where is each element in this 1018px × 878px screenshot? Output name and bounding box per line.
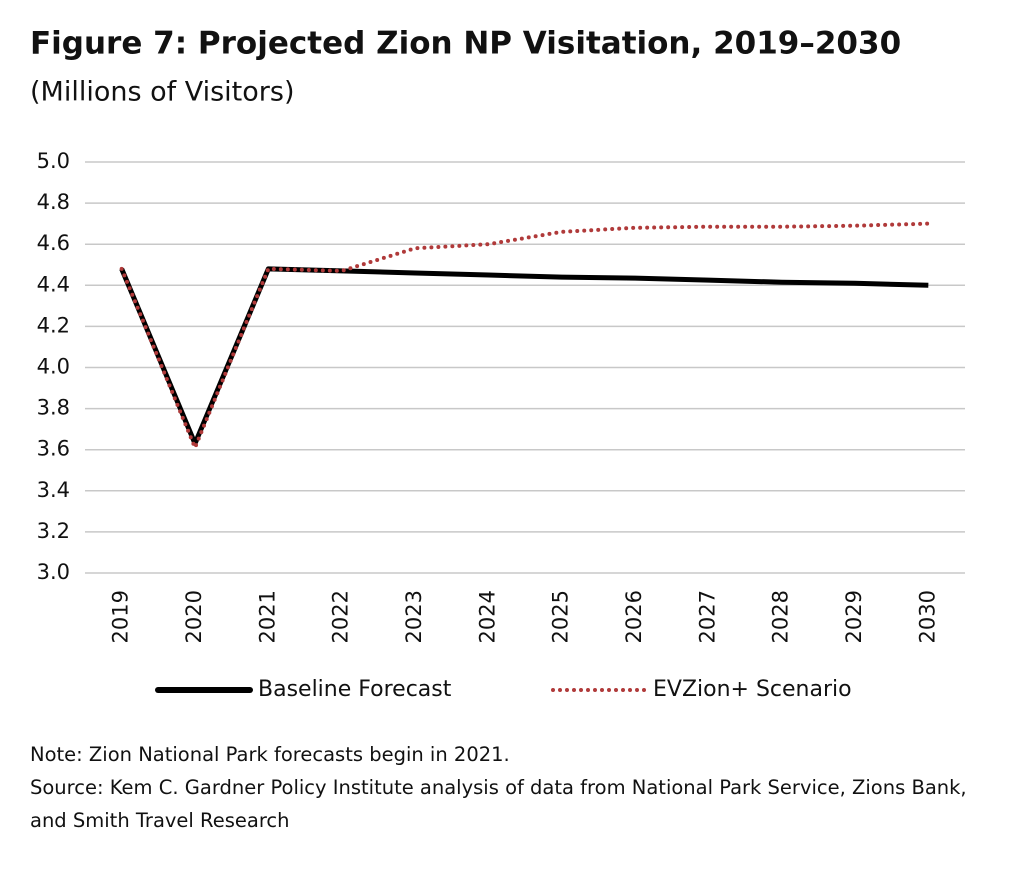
y-tick-label: 4.2 (37, 313, 70, 337)
notes: Note: Zion National Park forecasts begin… (30, 738, 990, 837)
x-tick-label: 2027 (695, 590, 719, 643)
x-tick-label: 2023 (402, 590, 426, 643)
x-tick-label: 2029 (842, 590, 866, 643)
x-tick-label: 2026 (622, 590, 646, 643)
x-tick-label: 2021 (255, 590, 279, 643)
x-tick-label: 2024 (475, 590, 499, 643)
x-tick-label: 2022 (329, 590, 353, 643)
source: Source: Kem C. Gardner Policy Institute … (30, 776, 967, 832)
x-tick-label: 2028 (769, 590, 793, 643)
note: Note: Zion National Park forecasts begin… (30, 743, 510, 766)
legend-label: EVZion+ Scenario (653, 677, 852, 702)
y-tick-label: 3.2 (37, 519, 70, 543)
y-tick-label: 4.6 (37, 231, 70, 255)
x-tick-label: 2019 (109, 590, 133, 643)
y-tick-label: 4.8 (37, 190, 70, 214)
legend-label: Baseline Forecast (258, 677, 452, 702)
x-tick-label: 2025 (549, 590, 573, 643)
y-tick-label: 3.8 (37, 396, 70, 420)
series-line (119, 221, 931, 450)
chart-title: Figure 7: Projected Zion NP Visitation, … (30, 26, 901, 62)
y-tick-label: 4.4 (37, 272, 70, 296)
y-tick-label: 5.0 (37, 149, 70, 173)
series-line (119, 266, 929, 447)
chart: Figure 7: Projected Zion NP Visitation, … (30, 26, 965, 702)
y-tick-label: 3.6 (37, 437, 70, 461)
y-tick-label: 4.0 (37, 355, 70, 379)
y-tick-label: 3.4 (37, 478, 70, 502)
y-tick-label: 3.0 (37, 560, 70, 584)
x-tick-label: 2020 (182, 590, 206, 643)
x-tick-label: 2030 (915, 590, 939, 643)
chart-subtitle: (Millions of Visitors) (30, 77, 294, 108)
